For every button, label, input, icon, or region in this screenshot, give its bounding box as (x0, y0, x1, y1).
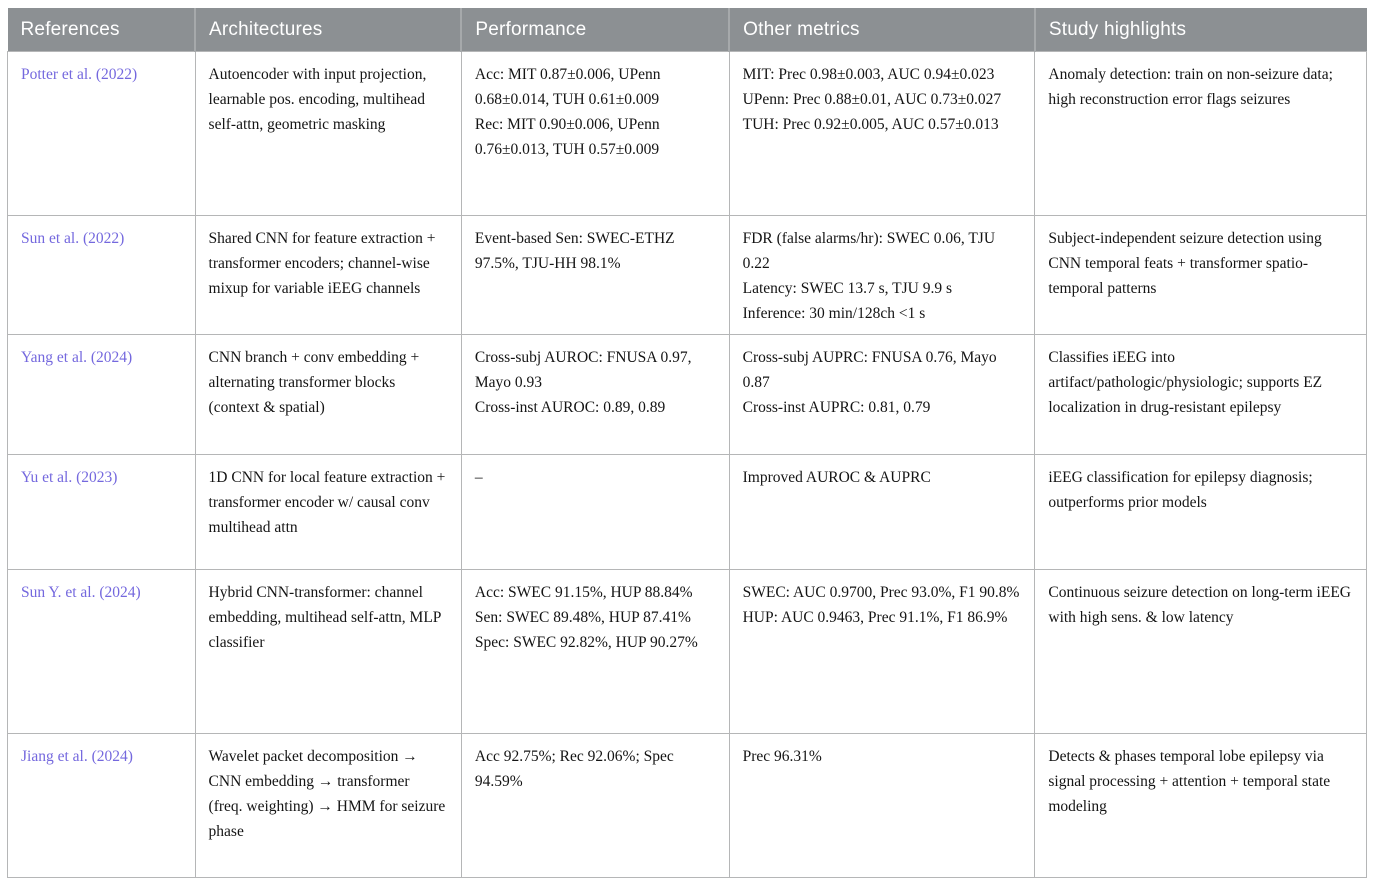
reference-link[interactable]: Yu et al. (2023) (21, 468, 118, 486)
cell-text: Acc 92.75%; Rec 92.06%; Spec 94.59% (474, 747, 674, 790)
other-metrics-cell: SWEC: AUC 0.9700, Prec 93.0%, F1 90.8% HU… (728, 568, 1036, 734)
table-row: Sun et al. (2022) Shared CNN for feature … (7, 214, 1367, 335)
cell-text: Improved AUROC & AUPRC (742, 468, 931, 486)
table-row: Yang et al. (2024) CNN branch + conv embe… (7, 333, 1367, 455)
other-metrics-cell: Cross-subj AUPRC: FNUSA 0.76, Mayo 0.87 C… (728, 333, 1036, 455)
reference-link[interactable]: Sun et al. (2022) (21, 229, 125, 247)
cell-text: iEEG classification for epilepsy diagnos… (1048, 468, 1313, 511)
studies-table: References Architectures Performance Oth… (7, 8, 1367, 878)
architectures-cell: Wavelet packet decomposition → CNN embed… (194, 732, 462, 878)
study-highlights-cell: Anomaly detection: train on non-seizure … (1034, 50, 1367, 216)
column-header-references: References (7, 8, 196, 51)
other-metrics-cell: FDR (false alarms/hr): SWEC 0.06, TJU 0.… (728, 214, 1036, 335)
cell-text: Sen: SWEC 89.48%, HUP 87.41% (474, 608, 691, 626)
column-header-other-metrics: Other metrics (728, 8, 1035, 51)
cell-text: Spec: SWEC 92.82%, HUP 90.27% (474, 633, 698, 651)
cell-text: Classifies iEEG into artifact/pathologic… (1048, 348, 1323, 416)
study-highlights-cell: Classifies iEEG into artifact/pathologic… (1034, 333, 1367, 455)
table-row: Jiang et al. (2024) Wavelet packet decomp… (7, 732, 1367, 878)
cell-text: Continuous seizure detection on long-ter… (1048, 583, 1351, 626)
references-cell: Jiang et al. (2024) (7, 732, 196, 878)
cell-text: – (474, 468, 483, 486)
performance-cell: Acc: SWEC 91.15%, HUP 88.84% Sen: SWEC 89… (460, 568, 730, 734)
cell-text: Autoencoder with input projection, learn… (208, 65, 427, 133)
cell-text: Latency: SWEC 13.7 s, TJU 9.9 s (742, 279, 952, 297)
cell-text: Cross-inst AUPRC: 0.81, 0.79 (742, 398, 931, 416)
cell-text: Event-based Sen: SWEC-ETHZ 97.5%, TJU-HH… (474, 229, 675, 272)
cell-text: Cross-subj AUPRC: FNUSA 0.76, Mayo 0.87 (742, 348, 997, 391)
column-header-architectures: Architectures (194, 8, 462, 51)
other-metrics-cell: Improved AUROC & AUPRC (728, 453, 1036, 570)
references-cell: Sun Y. et al. (2024) (7, 568, 196, 734)
cell-text: Cross-subj AUROC: FNUSA 0.97, Mayo 0.93 (474, 348, 692, 391)
cell-text: FDR (false alarms/hr): SWEC 0.06, TJU 0.… (742, 229, 996, 272)
architectures-cell: Hybrid CNN-transformer: channel embeddin… (194, 568, 462, 734)
study-highlights-cell: Subject-independent seizure detection us… (1034, 214, 1367, 335)
cell-text: Wavelet packet decomposition → CNN embed… (208, 747, 446, 840)
cell-text: Subject-independent seizure detection us… (1048, 229, 1322, 297)
cell-text: Inference: 30 min/128ch <1 s (742, 304, 926, 322)
cell-text: UPenn: Prec 0.88±0.01, AUC 0.73±0.027 (742, 90, 1002, 108)
cell-text: Acc: SWEC 91.15%, HUP 88.84% (474, 583, 693, 601)
cell-text: Anomaly detection: train on non-seizure … (1048, 65, 1333, 108)
architectures-cell: Autoencoder with input projection, learn… (194, 50, 462, 216)
performance-cell: – (460, 453, 730, 570)
cell-text: Cross-inst AUROC: 0.89, 0.89 (474, 398, 666, 416)
cell-text: Detects & phases temporal lobe epilepsy … (1048, 747, 1331, 815)
studies-table-container: References Architectures Performance Oth… (7, 8, 1368, 878)
table-row: Potter et al. (2022) Autoencoder with inp… (7, 50, 1367, 216)
architectures-cell: Shared CNN for feature extraction + tran… (194, 214, 462, 335)
performance-cell: Cross-subj AUROC: FNUSA 0.97, Mayo 0.93 C… (460, 333, 730, 455)
reference-link[interactable]: Sun Y. et al. (2024) (21, 583, 141, 601)
study-highlights-cell: iEEG classification for epilepsy diagnos… (1034, 453, 1367, 570)
other-metrics-cell: MIT: Prec 0.98±0.003, AUC 0.94±0.023 UPen… (728, 50, 1036, 216)
cell-text: Shared CNN for feature extraction + tran… (208, 229, 436, 297)
study-highlights-cell: Continuous seizure detection on long-ter… (1034, 568, 1367, 734)
cell-text: HUP: AUC 0.9463, Prec 91.1%, F1 86.9% (742, 608, 1008, 626)
references-cell: Yu et al. (2023) (7, 453, 196, 570)
reference-link[interactable]: Jiang et al. (2024) (21, 747, 133, 765)
references-cell: Potter et al. (2022) (7, 50, 196, 216)
references-cell: Sun et al. (2022) (7, 214, 196, 335)
architectures-cell: 1D CNN for local feature extraction + tr… (194, 453, 462, 570)
study-highlights-cell: Detects & phases temporal lobe epilepsy … (1034, 732, 1367, 878)
cell-text: Prec 96.31% (742, 747, 822, 765)
column-header-study-highlights: Study highlights (1033, 8, 1367, 51)
column-header-performance: Performance (460, 8, 730, 51)
table-body: Potter et al. (2022) Autoencoder with inp… (7, 50, 1367, 878)
performance-cell: Acc 92.75%; Rec 92.06%; Spec 94.59% (460, 732, 730, 878)
performance-cell: Event-based Sen: SWEC-ETHZ 97.5%, TJU-HH… (460, 214, 730, 335)
references-cell: Yang et al. (2024) (7, 333, 196, 455)
cell-text: Rec: MIT 0.90±0.006, UPenn 0.76±0.013, T… (474, 115, 660, 158)
cell-text: Hybrid CNN-transformer: channel embeddin… (208, 583, 441, 651)
reference-link[interactable]: Potter et al. (2022) (21, 65, 138, 83)
performance-cell: Acc: MIT 0.87±0.006, UPenn 0.68±0.014, T… (460, 50, 730, 216)
architectures-cell: CNN branch + conv embedding + alternatin… (194, 333, 462, 455)
table-header: References Architectures Performance Oth… (7, 8, 1367, 51)
cell-text: MIT: Prec 0.98±0.003, AUC 0.94±0.023 (742, 65, 995, 83)
cell-text: CNN branch + conv embedding + alternatin… (208, 348, 420, 416)
cell-text: Acc: MIT 0.87±0.006, UPenn 0.68±0.014, T… (474, 65, 661, 108)
reference-link[interactable]: Yang et al. (2024) (21, 348, 133, 366)
cell-text: 1D CNN for local feature extraction + tr… (208, 468, 446, 536)
header-row: References Architectures Performance Oth… (7, 8, 1367, 51)
table-row: Yu et al. (2023) 1D CNN for local feature… (7, 453, 1367, 570)
table-row: Sun Y. et al. (2024) Hybrid CNN-transform… (7, 568, 1367, 734)
cell-text: TUH: Prec 0.92±0.005, AUC 0.57±0.013 (742, 115, 999, 133)
cell-text: SWEC: AUC 0.9700, Prec 93.0%, F1 90.8% (742, 583, 1020, 601)
other-metrics-cell: Prec 96.31% (728, 732, 1036, 878)
